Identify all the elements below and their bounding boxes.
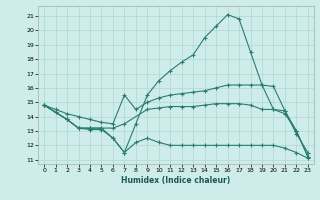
X-axis label: Humidex (Indice chaleur): Humidex (Indice chaleur) bbox=[121, 176, 231, 185]
